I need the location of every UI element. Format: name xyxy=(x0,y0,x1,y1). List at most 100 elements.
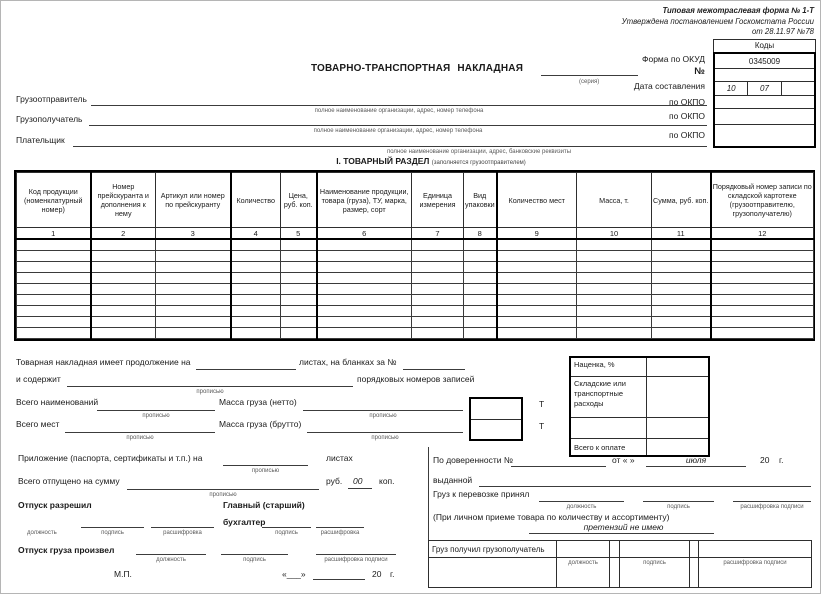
total-places-line xyxy=(65,432,215,433)
no-claims-text: претензий не имею xyxy=(583,522,664,532)
warehouse-label: Складские или транспортные расходы xyxy=(571,377,647,417)
made-decrypt-line xyxy=(316,554,396,555)
bottom-section-divider xyxy=(428,447,429,588)
total-due-value-cell xyxy=(647,439,708,455)
table-cell xyxy=(709,261,814,273)
table-row xyxy=(16,250,814,262)
table-cell xyxy=(411,316,464,328)
goods-col-header: Артикул или номер по прейскуранту xyxy=(155,172,231,228)
payer-line xyxy=(73,146,707,147)
accepted-signature-hint: подпись xyxy=(667,504,690,510)
table-cell xyxy=(463,250,497,262)
made-position-hint: должность xyxy=(156,557,186,563)
allowed-decrypt-hint: расшифровка xyxy=(163,530,202,536)
table-cell xyxy=(155,294,231,306)
goods-table-body xyxy=(16,238,814,339)
kop-line xyxy=(348,488,372,489)
total-due-label: Всего к оплате xyxy=(571,439,647,455)
total-places-hint: прописью xyxy=(126,435,154,441)
table-cell xyxy=(89,272,156,284)
table-cell xyxy=(709,238,814,251)
goods-col-header: Единица измерения xyxy=(411,172,464,228)
date-month-line xyxy=(313,579,365,580)
goods-col-header: Масса, т. xyxy=(576,172,652,228)
table-cell xyxy=(155,327,231,339)
table-cell xyxy=(709,250,814,262)
ton-mark-netto: Т xyxy=(539,399,545,409)
table-cell xyxy=(280,261,317,273)
continuation-label: Товарная накладная имеет продолжение на xyxy=(16,357,191,367)
cargo-received-table: Груз получил грузополучатель должность п… xyxy=(428,540,812,588)
okpo-label-payer: по ОКПО xyxy=(669,130,705,140)
table-cell xyxy=(411,261,464,273)
payer-okpo-cell xyxy=(715,125,814,146)
goods-col-number: 4 xyxy=(229,227,281,240)
goods-col-header: Цена, руб. коп. xyxy=(280,172,317,228)
table-cell xyxy=(709,316,814,328)
payer-label: Плательщик xyxy=(16,135,65,145)
charges-row-warehouse: Складские или транспортные расходы xyxy=(571,377,708,418)
table-cell xyxy=(315,250,412,262)
goods-table-wrap: Код продукции (номенклатурный номер) Ном… xyxy=(14,170,815,341)
continuation-blanks-label: листах, на бланках за № xyxy=(299,357,397,367)
table-row xyxy=(16,294,814,306)
section-title: I. ТОВАРНЫЙ РАЗДЕЛ xyxy=(336,156,430,166)
table-cell xyxy=(315,283,412,295)
cargo-received-label: Груз получил грузополучатель xyxy=(428,540,557,558)
table-cell xyxy=(495,238,577,251)
table-cell xyxy=(89,305,156,317)
table-cell xyxy=(463,294,497,306)
attorney-year: 20 xyxy=(760,455,770,465)
table-cell xyxy=(280,294,317,306)
total-sum-line xyxy=(127,489,319,490)
form-approval-notes: Типовая межотраслевая форма № 1-Т Утверж… xyxy=(622,6,814,38)
attorney-year-suffix: г. xyxy=(779,455,784,465)
allowed-signature-line xyxy=(81,527,144,528)
table-cell xyxy=(651,294,711,306)
shipper-line xyxy=(91,105,707,106)
table-cell xyxy=(495,316,577,328)
table-cell xyxy=(495,305,577,317)
table-cell xyxy=(709,283,814,295)
total-names-hint: прописью xyxy=(142,413,170,419)
accountant-decrypt-hint: расшифровка xyxy=(320,530,360,536)
form-approved-note: Утверждена постановлением Госкомстата Ро… xyxy=(621,16,814,26)
table-cell xyxy=(463,305,497,317)
received-signature-hint: подпись xyxy=(619,557,690,588)
goods-col-header: Порядковый номер записи по складской кар… xyxy=(709,172,814,228)
accepted-decrypt-line xyxy=(733,501,811,502)
goods-table: Код продукции (номенклатурный номер) Ном… xyxy=(16,172,814,339)
consignee-line xyxy=(89,125,707,126)
okpo-label-consignee: по ОКПО xyxy=(669,111,705,121)
table-cell xyxy=(463,327,497,339)
goods-col-number: 7 xyxy=(411,227,464,240)
received-decrypt-cell xyxy=(698,540,812,558)
table-cell xyxy=(16,272,91,284)
total-sum-label: Всего отпущено на сумму xyxy=(18,476,120,486)
codes-title: Коды xyxy=(713,39,816,52)
table-cell xyxy=(709,305,814,317)
shipper-okpo-cell xyxy=(715,96,814,109)
table-cell xyxy=(155,305,231,317)
goods-col-header: Количество xyxy=(229,172,281,228)
received-position-hint: должность xyxy=(556,557,610,588)
total-sum-hint: прописью xyxy=(209,492,237,498)
made-position-line xyxy=(136,554,206,555)
made-signature-hint: подпись xyxy=(243,557,266,563)
table-cell xyxy=(576,261,652,273)
table-cell xyxy=(155,261,231,273)
table-cell xyxy=(576,327,652,339)
total-names-label: Всего наименований xyxy=(16,397,99,407)
accepted-signature-line xyxy=(643,501,714,502)
attorney-from-label: от « » xyxy=(612,455,635,465)
table-cell xyxy=(280,316,317,328)
accepted-position-hint: должность xyxy=(566,504,597,510)
table-cell xyxy=(280,283,317,295)
table-cell xyxy=(463,283,497,295)
no-claims-line xyxy=(529,533,714,534)
date-day-cell: 10 xyxy=(715,82,749,95)
table-row xyxy=(16,316,814,328)
table-cell xyxy=(229,261,281,273)
table-cell xyxy=(229,316,281,328)
table-cell xyxy=(155,316,231,328)
